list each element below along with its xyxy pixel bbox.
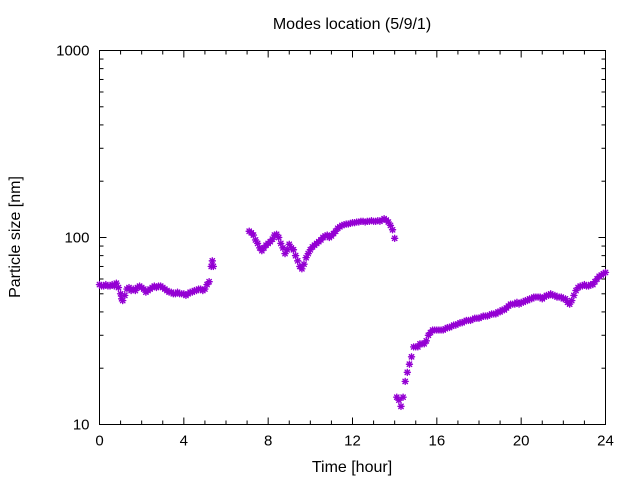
- data-point: [422, 337, 430, 345]
- data-point: [395, 396, 403, 404]
- chart-title: Modes location (5/9/1): [273, 16, 431, 33]
- data-point: [121, 291, 129, 300]
- x-tick-label: 0: [95, 433, 103, 450]
- x-tick-label: 8: [264, 433, 272, 450]
- data-point: [275, 233, 283, 242]
- data-point: [407, 353, 416, 361]
- y-tick-label: 10: [73, 417, 90, 434]
- x-axis-label: Time [hour]: [312, 459, 392, 476]
- y-tick-label: 1000: [56, 43, 89, 60]
- data-point: [405, 360, 414, 368]
- data-point: [209, 262, 218, 271]
- y-tick-label: 100: [64, 230, 89, 247]
- y-tick-labels: 10 100 1000: [56, 43, 89, 434]
- data-point: [289, 246, 298, 254]
- data-point: [399, 393, 407, 401]
- data-point: [300, 260, 308, 268]
- data-point: [291, 251, 300, 260]
- x-tick-label: 16: [428, 433, 445, 450]
- data-point: [403, 368, 412, 377]
- data-point: [601, 268, 610, 277]
- y-axis-label: Particle size [nm]: [7, 176, 24, 298]
- plot-frame: [99, 50, 606, 425]
- data-point: [397, 402, 405, 411]
- x-tick-label: 4: [180, 433, 188, 450]
- data-point: [118, 296, 127, 305]
- x-tick-label: 20: [513, 433, 530, 450]
- data-point: [114, 283, 123, 292]
- data-point: [388, 226, 397, 234]
- data-point: [568, 296, 576, 305]
- data-series: [95, 215, 610, 411]
- axis-ticks: [99, 50, 606, 425]
- data-point: [208, 257, 216, 265]
- data-point: [293, 257, 302, 265]
- data-point: [401, 377, 409, 386]
- x-tick-label: 12: [344, 433, 361, 450]
- data-point: [390, 234, 399, 243]
- x-tick-label: 24: [597, 433, 614, 450]
- data-point: [205, 278, 213, 286]
- x-tick-labels: 0 4 8 12 16 20 24: [95, 433, 614, 450]
